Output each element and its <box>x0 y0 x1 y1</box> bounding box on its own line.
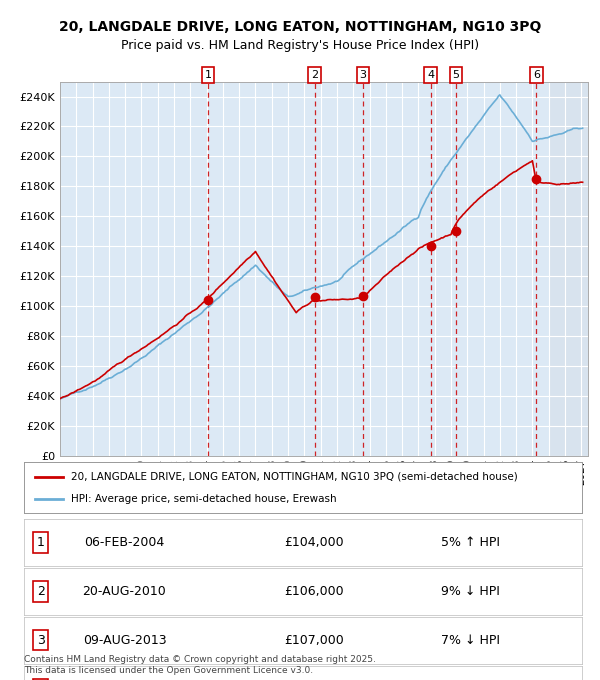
Text: 09-AUG-2013: 09-AUG-2013 <box>83 634 166 647</box>
Text: 3: 3 <box>37 634 44 647</box>
Bar <box>549 82 588 456</box>
Text: 9% ↓ HPI: 9% ↓ HPI <box>441 585 500 598</box>
Text: 20, LANGDALE DRIVE, LONG EATON, NOTTINGHAM, NG10 3PQ: 20, LANGDALE DRIVE, LONG EATON, NOTTINGH… <box>59 20 541 35</box>
Text: 20, LANGDALE DRIVE, LONG EATON, NOTTINGHAM, NG10 3PQ (semi-detached house): 20, LANGDALE DRIVE, LONG EATON, NOTTINGH… <box>71 472 518 481</box>
Text: 1: 1 <box>205 70 212 80</box>
Text: 2: 2 <box>37 585 44 598</box>
Text: 06-FEB-2004: 06-FEB-2004 <box>85 536 164 549</box>
Text: 3: 3 <box>359 70 367 80</box>
Text: 7% ↓ HPI: 7% ↓ HPI <box>441 634 500 647</box>
Text: 4: 4 <box>427 70 434 80</box>
Text: £107,000: £107,000 <box>284 634 344 647</box>
Text: 5% ↑ HPI: 5% ↑ HPI <box>441 536 500 549</box>
Text: Contains HM Land Registry data © Crown copyright and database right 2025.
This d: Contains HM Land Registry data © Crown c… <box>24 655 376 675</box>
Text: 1: 1 <box>37 536 44 549</box>
Text: HPI: Average price, semi-detached house, Erewash: HPI: Average price, semi-detached house,… <box>71 494 337 504</box>
Text: 20-AUG-2010: 20-AUG-2010 <box>83 585 166 598</box>
Bar <box>549 82 588 456</box>
Text: 6: 6 <box>533 70 540 80</box>
Text: 2: 2 <box>311 70 318 80</box>
Text: £106,000: £106,000 <box>284 585 344 598</box>
Text: Price paid vs. HM Land Registry's House Price Index (HPI): Price paid vs. HM Land Registry's House … <box>121 39 479 52</box>
Text: 5: 5 <box>452 70 460 80</box>
Text: £104,000: £104,000 <box>284 536 344 549</box>
